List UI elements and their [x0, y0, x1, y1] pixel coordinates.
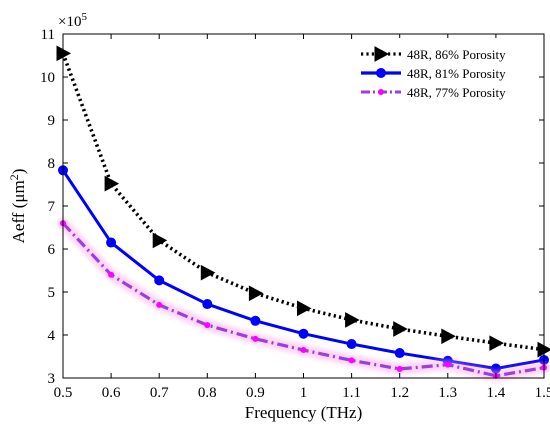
legend-swatch-marker	[378, 89, 384, 95]
legend-label: 48R, 86% Porosity	[407, 47, 506, 62]
y-axis-label-close: )	[9, 169, 28, 175]
legend-swatch-marker	[376, 68, 386, 78]
series-group	[58, 165, 549, 374]
x-tick-label: 0.8	[198, 385, 217, 401]
data-point	[156, 301, 163, 308]
y-tick-label: 10	[40, 70, 55, 86]
legend-label: 48R, 77% Porosity	[407, 85, 506, 100]
y-tick-label: 9	[48, 113, 56, 129]
legend-entries: 48R, 86% Porosity 48R, 81% Porosity 48R, 7…	[361, 46, 506, 100]
legend-entry: 48R, 86% Porosity	[361, 46, 506, 62]
ticks-layer: 0.5 0.6 0.7 0.8 0.9 1 1.1 1.2 1.3 1.4 1.5 3 4 5 6 7 8 9 10…	[40, 27, 550, 401]
y-tick-label: 7	[48, 199, 56, 215]
legend-entry: 48R, 77% Porosity	[361, 85, 506, 100]
y-tick-label: 3	[48, 371, 56, 387]
data-point	[345, 312, 360, 328]
data-point	[248, 285, 264, 302]
y-multiplier-exponent: 5	[81, 11, 87, 23]
legend-label: 48R, 81% Porosity	[407, 66, 506, 81]
data-point	[300, 347, 307, 354]
x-axis-label: Frequency (THz)	[245, 403, 363, 422]
data-point	[202, 299, 213, 310]
y-tick-label: 6	[48, 242, 56, 258]
data-point	[250, 315, 261, 326]
series-group	[56, 45, 550, 358]
x-tick-label: 1.4	[487, 385, 506, 401]
data-point	[348, 357, 355, 364]
data-point	[200, 264, 216, 281]
y-tick-label: 11	[41, 27, 55, 43]
legend: 48R, 86% Porosity 48R, 81% Porosity 48R, 7…	[355, 38, 521, 102]
legend-swatch-marker	[374, 46, 390, 62]
x-tick-label: 0.9	[246, 385, 265, 401]
series-group	[57, 217, 550, 382]
data-point	[396, 365, 403, 372]
data-point	[297, 300, 312, 317]
y-tick-label: 5	[48, 285, 56, 301]
x-tick-label: 1.5	[535, 385, 550, 401]
data-point	[204, 322, 211, 329]
legend-entry: 48R, 81% Porosity	[361, 66, 506, 81]
y-axis-label-superscript: 2	[7, 174, 21, 180]
data-point	[104, 175, 120, 192]
y-tick-label: 8	[48, 156, 56, 172]
x-tick-label: 0.5	[54, 385, 73, 401]
data-point	[489, 335, 504, 352]
data-point	[298, 328, 309, 339]
data-point	[252, 335, 259, 342]
series-layer	[56, 45, 550, 382]
data-point	[444, 361, 451, 368]
x-tick-label: 1.2	[390, 385, 409, 401]
data-point	[154, 275, 165, 286]
data-point	[106, 237, 117, 248]
series-line	[61, 169, 545, 371]
x-tick-label: 1	[300, 385, 308, 401]
data-point	[394, 348, 405, 359]
x-tick-label: 1.1	[342, 385, 361, 401]
x-tick-label: 1.3	[438, 385, 457, 401]
x-tick-label: 0.6	[102, 385, 121, 401]
data-point	[393, 321, 408, 337]
data-point	[441, 328, 456, 345]
y-tick-label: 4	[48, 328, 56, 344]
data-point	[152, 232, 168, 249]
x-tick-label: 0.7	[150, 385, 169, 401]
data-point	[108, 271, 115, 278]
y-axis-label: Aeff (μm2)	[7, 169, 28, 244]
y-multiplier: ×105	[58, 11, 87, 30]
data-point	[346, 339, 357, 350]
